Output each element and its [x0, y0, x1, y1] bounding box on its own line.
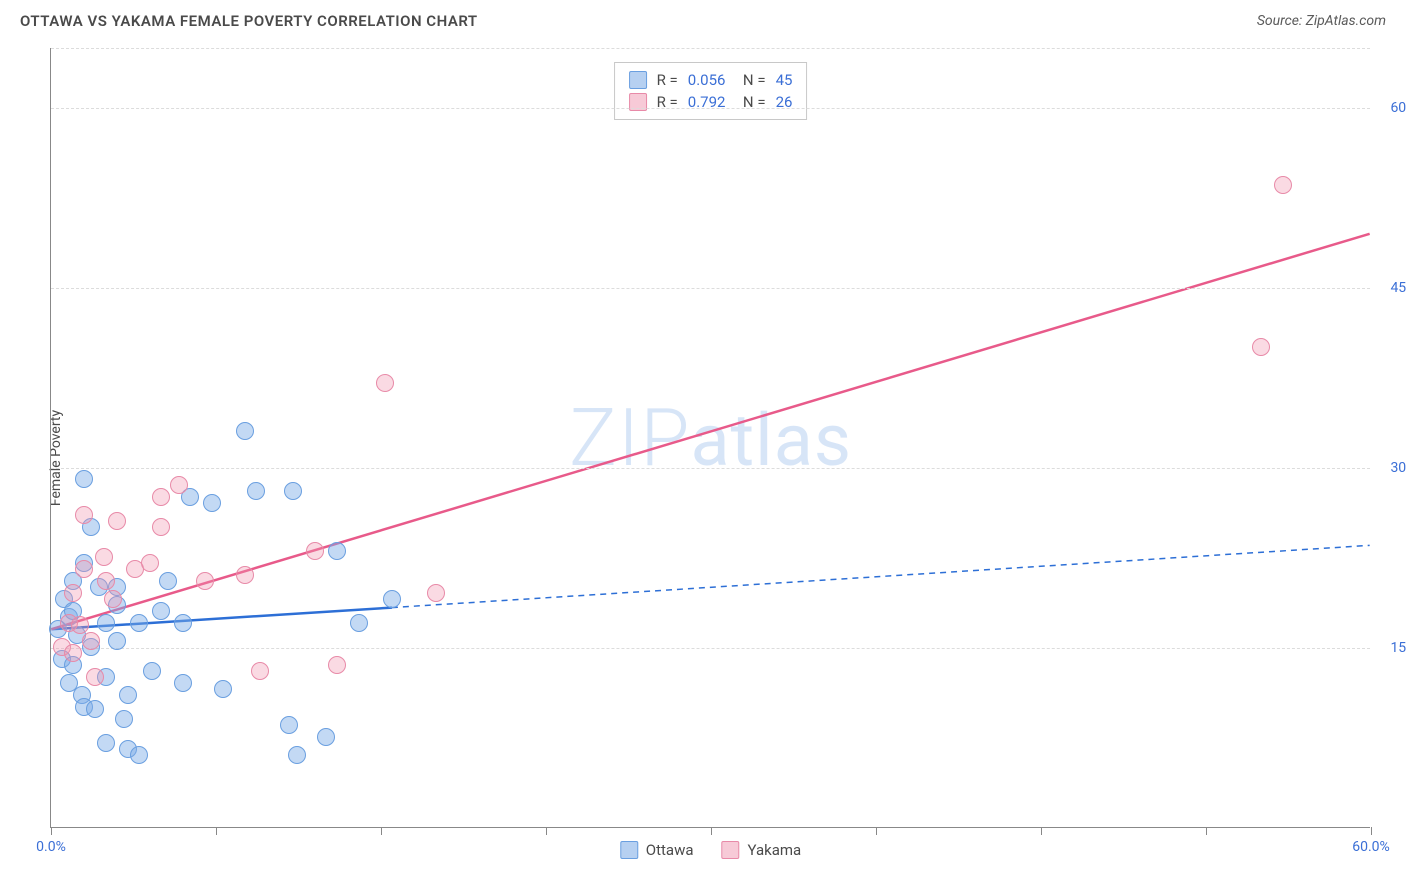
legend-row-ottawa: R = 0.056 N = 45 — [629, 69, 793, 91]
ottawa-point — [350, 614, 368, 632]
x-tick-label: 60.0% — [1352, 839, 1390, 855]
ottawa-point — [115, 710, 133, 728]
ottawa-point — [86, 700, 104, 718]
yakama-point — [75, 560, 93, 578]
ottawa-point — [174, 674, 192, 692]
yakama-point — [71, 616, 89, 634]
y-tick-label: 30.0% — [1390, 460, 1406, 476]
yakama-point — [97, 572, 115, 590]
x-tick — [876, 827, 877, 835]
ottawa-point — [159, 572, 177, 590]
correlation-legend: R = 0.056 N = 45 R = 0.792 N = 26 — [614, 62, 808, 120]
ottawa-point — [236, 422, 254, 440]
ottawa-point — [280, 716, 298, 734]
legend-item-ottawa: Ottawa — [620, 841, 694, 859]
yakama-point — [104, 590, 122, 608]
ottawa-point — [284, 482, 302, 500]
ottawa-point — [214, 680, 232, 698]
yakama-point — [1252, 338, 1270, 356]
yakama-point — [251, 662, 269, 680]
yakama-point — [86, 668, 104, 686]
ottawa-point — [174, 614, 192, 632]
yakama-point — [75, 506, 93, 524]
legend-item-yakama: Yakama — [722, 841, 802, 859]
ottawa-point — [317, 728, 335, 746]
x-tick — [216, 827, 217, 835]
yakama-point — [108, 512, 126, 530]
ottawa-point — [383, 590, 401, 608]
ottawa-point — [143, 662, 161, 680]
gridline — [51, 108, 1370, 109]
gridline — [51, 648, 1370, 649]
ottawa-swatch-icon — [629, 71, 647, 89]
ottawa-point — [108, 632, 126, 650]
gridline — [51, 48, 1370, 49]
yakama-point — [196, 572, 214, 590]
ottawa-point — [130, 746, 148, 764]
yakama-point — [152, 488, 170, 506]
ottawa-point — [247, 482, 265, 500]
x-tick — [51, 827, 52, 835]
yakama-point — [170, 476, 188, 494]
ottawa-point — [328, 542, 346, 560]
ottawa-point — [152, 602, 170, 620]
yakama-point — [328, 656, 346, 674]
ottawa-point — [97, 614, 115, 632]
ottawa-point — [203, 494, 221, 512]
ottawa-n-value: 45 — [776, 71, 793, 89]
yakama-point — [236, 566, 254, 584]
ottawa-swatch-icon — [620, 841, 638, 859]
y-tick-label: 15.0% — [1390, 640, 1406, 656]
legend-label-ottawa: Ottawa — [646, 841, 694, 859]
yakama-point — [1274, 176, 1292, 194]
n-label: N = — [735, 71, 765, 89]
ottawa-r-value: 0.056 — [688, 71, 726, 89]
x-tick — [546, 827, 547, 835]
legend-label-yakama: Yakama — [748, 841, 802, 859]
watermark: ZIPatlas — [569, 391, 852, 485]
legend-row-yakama: R = 0.792 N = 26 — [629, 91, 793, 113]
yakama-point — [376, 374, 394, 392]
chart-area: Female Poverty ZIPatlas R = 0.056 N = 45… — [0, 38, 1406, 878]
chart-title: OTTAWA VS YAKAMA FEMALE POVERTY CORRELAT… — [20, 12, 478, 30]
ottawa-point — [119, 686, 137, 704]
x-tick — [1206, 827, 1207, 835]
x-tick — [1041, 827, 1042, 835]
gridline — [51, 288, 1370, 289]
plot-region: ZIPatlas R = 0.056 N = 45 R = 0.792 N = … — [50, 48, 1370, 828]
yakama-point — [82, 632, 100, 650]
x-tick-label: 0.0% — [36, 839, 66, 855]
gridline — [51, 468, 1370, 469]
r-label: R = — [657, 71, 678, 89]
ottawa-point — [130, 614, 148, 632]
yakama-point — [64, 584, 82, 602]
yakama-point — [152, 518, 170, 536]
yakama-point — [95, 548, 113, 566]
x-tick — [381, 827, 382, 835]
ottawa-point — [288, 746, 306, 764]
y-tick-label: 45.0% — [1390, 280, 1406, 296]
x-tick — [711, 827, 712, 835]
yakama-point — [64, 644, 82, 662]
source-label: Source: ZipAtlas.com — [1257, 13, 1386, 29]
yakama-point — [427, 584, 445, 602]
y-tick-label: 60.0% — [1390, 100, 1406, 116]
yakama-swatch-icon — [722, 841, 740, 859]
ottawa-point — [97, 734, 115, 752]
yakama-point — [306, 542, 324, 560]
x-tick — [1371, 827, 1372, 835]
ottawa-trendline-extrapolated — [392, 545, 1370, 607]
ottawa-point — [75, 470, 93, 488]
watermark-zip: ZIP — [569, 391, 690, 485]
yakama-point — [141, 554, 159, 572]
series-legend: Ottawa Yakama — [620, 841, 801, 859]
watermark-atlas: atlas — [690, 398, 852, 483]
